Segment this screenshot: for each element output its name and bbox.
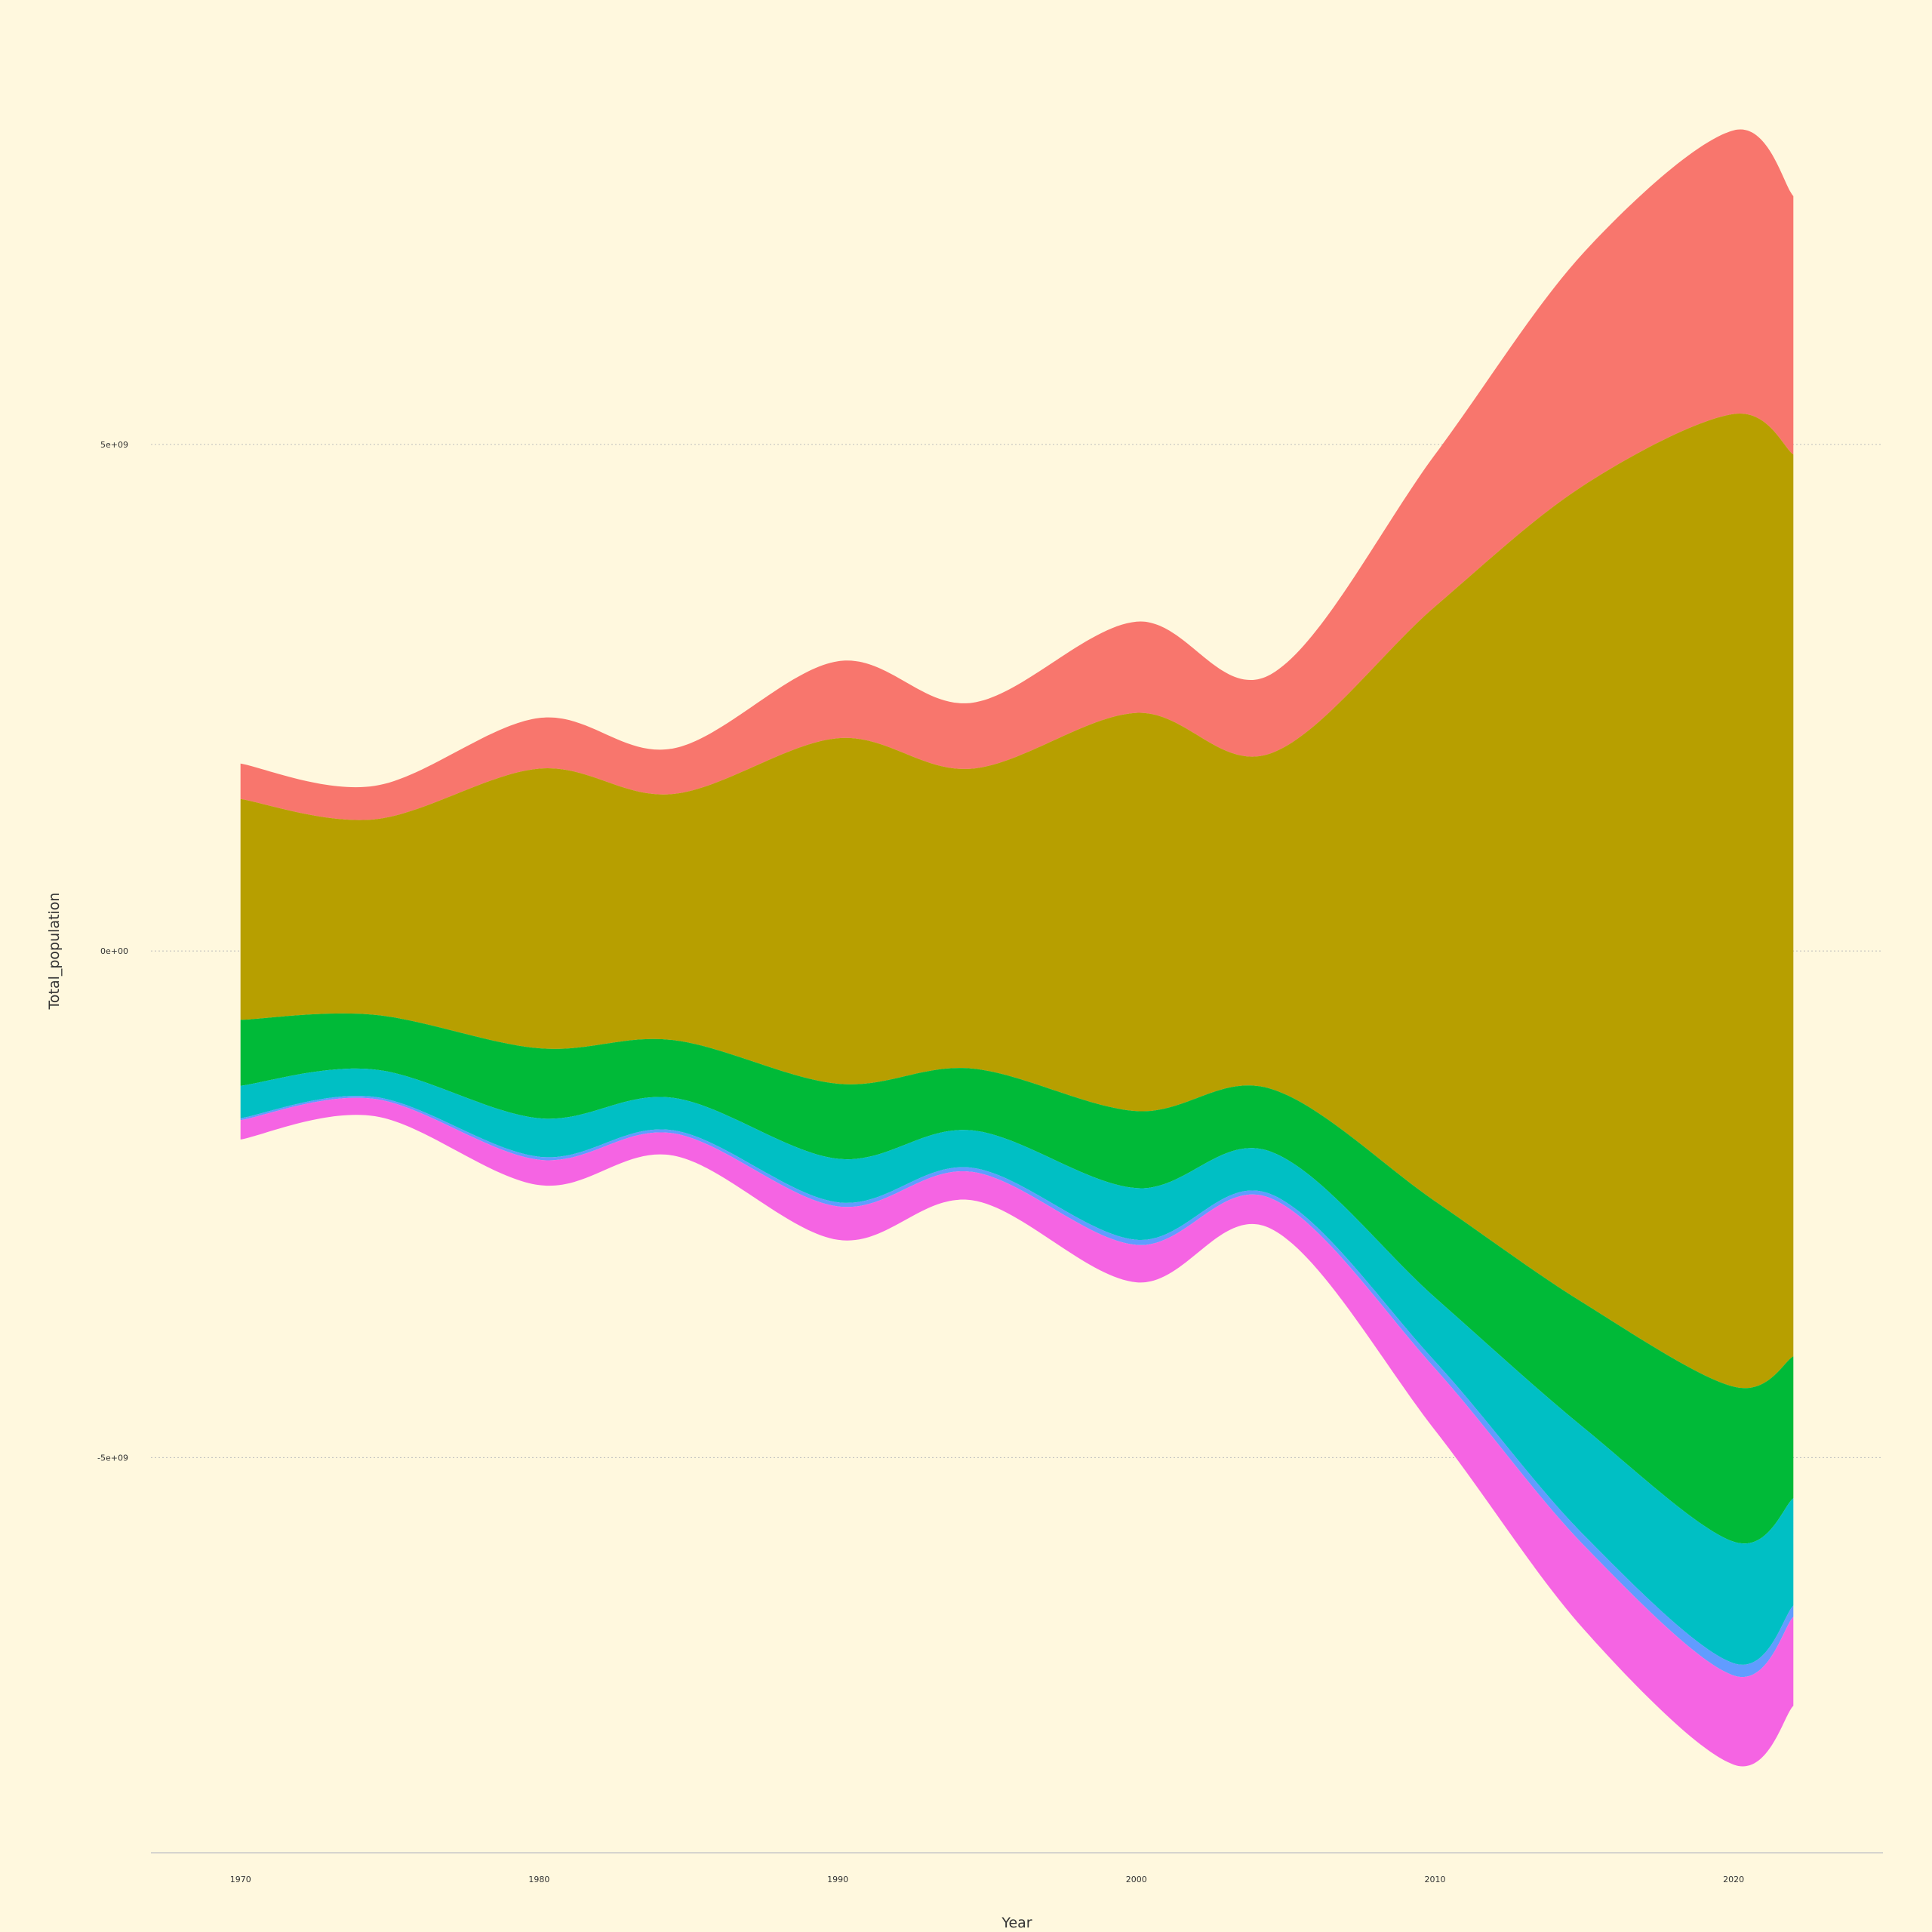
- y-tick-label: 0e+00: [100, 946, 128, 956]
- y-axis-title: Total_population: [46, 893, 63, 1011]
- x-tick-label: 2010: [1424, 1875, 1445, 1884]
- stream-layer-4: [240, 1068, 1794, 1665]
- x-axis-ticks: 1970 1980 1990 2000 2010 2020: [230, 1875, 1744, 1884]
- stream-layer-1: [240, 129, 1794, 820]
- stream-layer-3: [240, 1013, 1794, 1544]
- y-tick-label: -5e+09: [97, 1453, 128, 1463]
- y-axis-ticks: 5e+09 0e+00 -5e+09: [97, 440, 128, 1463]
- x-tick-label: 1990: [827, 1875, 848, 1884]
- stream-layer-6: [240, 1097, 1794, 1767]
- stream-layers: [240, 129, 1794, 1767]
- x-tick-label: 2020: [1723, 1875, 1744, 1884]
- x-tick-label: 1970: [230, 1875, 251, 1884]
- stream-layer-2: [240, 413, 1794, 1389]
- x-tick-label: 1980: [528, 1875, 549, 1884]
- x-tick-label: 2000: [1126, 1875, 1147, 1884]
- y-tick-label: 5e+09: [100, 440, 128, 450]
- x-axis-title: Year: [1001, 1915, 1032, 1931]
